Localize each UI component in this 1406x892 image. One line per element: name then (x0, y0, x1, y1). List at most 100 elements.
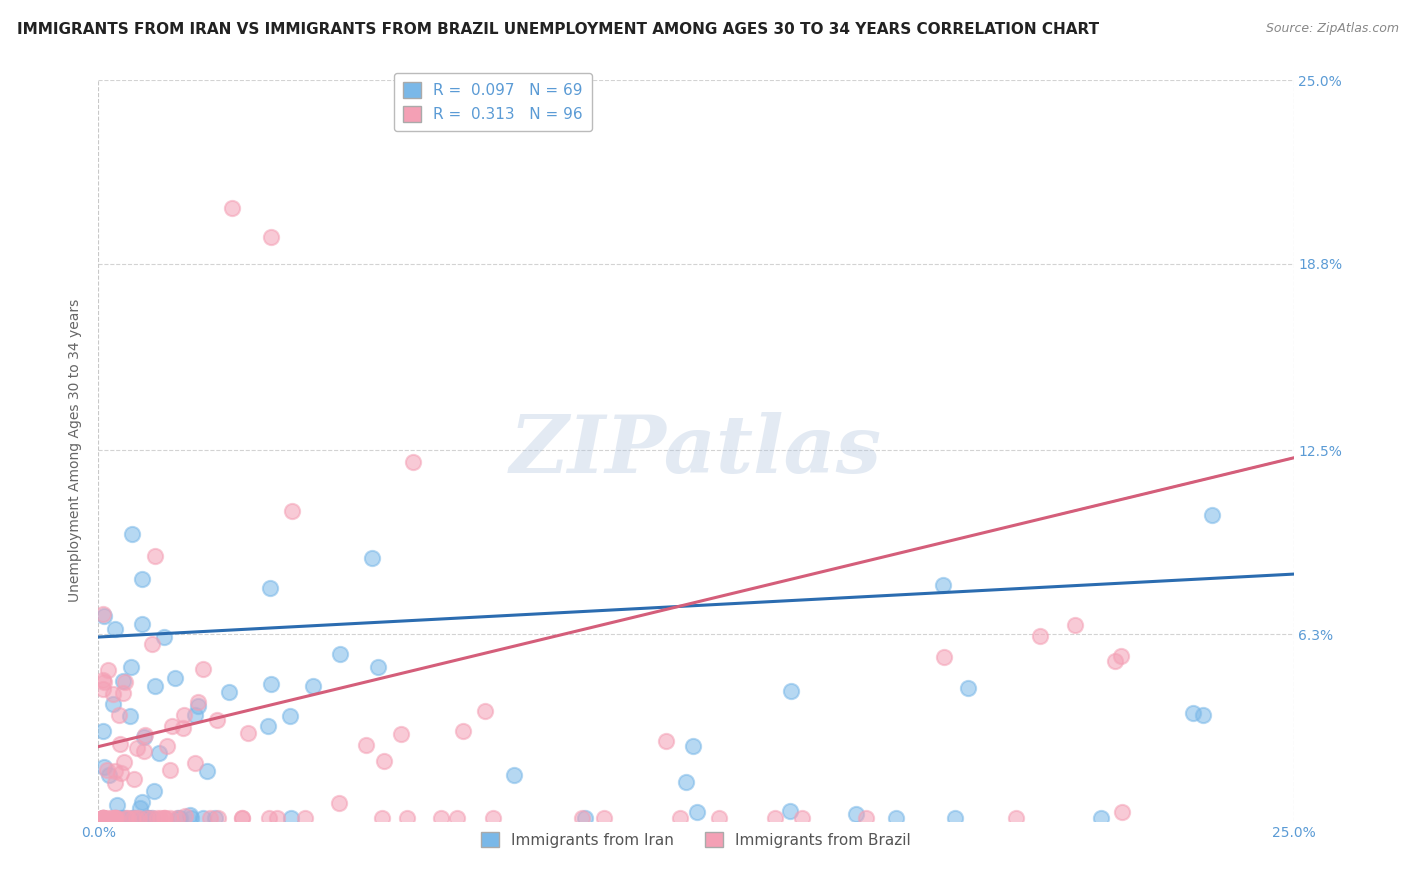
Point (100, 811, 122, 825)
Point (120, 659, 142, 673)
Point (931, 578, 953, 592)
Point (884, 811, 907, 825)
Point (141, 637, 163, 651)
Point (97, 768, 120, 782)
Point (1104, 654, 1126, 668)
Point (180, 811, 202, 825)
Point (111, 686, 134, 700)
Point (686, 805, 709, 819)
Point (198, 811, 221, 825)
Text: IMMIGRANTS FROM IRAN VS IMMIGRANTS FROM BRAZIL UNEMPLOYMENT AMONG AGES 30 TO 34 : IMMIGRANTS FROM IRAN VS IMMIGRANTS FROM … (17, 22, 1099, 37)
Point (104, 811, 127, 825)
Point (779, 805, 801, 819)
Point (257, 811, 280, 825)
Point (93, 609, 115, 624)
Point (112, 756, 135, 770)
Point (132, 730, 155, 744)
Point (207, 811, 229, 825)
Point (187, 695, 209, 709)
Point (110, 811, 132, 825)
Point (93, 759, 115, 773)
Legend: Immigrants from Iran, Immigrants from Brazil: Immigrants from Iran, Immigrants from Br… (475, 825, 917, 854)
Point (117, 811, 139, 825)
Point (675, 774, 697, 789)
Point (169, 811, 191, 825)
Point (152, 811, 174, 825)
Point (91, 811, 114, 825)
Point (103, 764, 125, 779)
Point (1109, 648, 1132, 663)
Point (91, 681, 114, 696)
Point (165, 671, 187, 685)
Point (1201, 508, 1223, 522)
Point (159, 764, 181, 778)
Point (780, 683, 803, 698)
Point (128, 800, 150, 814)
Point (134, 728, 156, 742)
Point (97, 663, 120, 677)
Point (149, 811, 172, 825)
Point (110, 811, 132, 825)
Point (111, 673, 134, 688)
Point (159, 811, 181, 825)
Point (91, 673, 114, 687)
Point (373, 754, 395, 768)
Point (236, 725, 259, 739)
Point (184, 707, 207, 722)
Point (105, 798, 128, 813)
Point (128, 811, 150, 825)
Point (1182, 706, 1205, 720)
Point (125, 811, 148, 825)
Point (114, 674, 136, 689)
Point (183, 756, 205, 770)
Point (402, 455, 425, 469)
Point (204, 811, 226, 825)
Point (131, 572, 153, 586)
Point (231, 811, 253, 825)
Point (107, 708, 129, 723)
Point (91, 811, 114, 825)
Point (131, 795, 153, 809)
Point (187, 698, 209, 713)
Point (763, 811, 786, 825)
Point (91, 811, 114, 825)
Point (93, 674, 115, 689)
Text: ZIPatlas: ZIPatlas (510, 412, 882, 489)
Point (218, 685, 240, 699)
Point (96, 811, 118, 825)
Point (430, 811, 453, 825)
Point (136, 811, 159, 825)
Point (592, 811, 614, 825)
Point (329, 648, 352, 662)
Point (153, 630, 176, 644)
Point (280, 709, 302, 723)
Point (855, 811, 877, 825)
Point (146, 811, 169, 825)
Point (104, 811, 127, 825)
Point (103, 811, 125, 825)
Point (1064, 618, 1087, 632)
Point (166, 811, 188, 825)
Point (482, 811, 505, 825)
Point (91, 724, 114, 739)
Point (104, 622, 127, 636)
Point (280, 811, 302, 825)
Point (101, 687, 124, 701)
Point (173, 708, 195, 723)
Point (231, 811, 253, 825)
Point (655, 734, 678, 748)
Point (1192, 707, 1215, 722)
Point (257, 718, 280, 732)
Point (259, 581, 281, 595)
Point (121, 526, 143, 541)
Point (668, 811, 690, 825)
Point (118, 709, 141, 723)
Point (105, 811, 128, 825)
Point (956, 681, 979, 696)
Point (166, 811, 188, 825)
Point (132, 743, 155, 757)
Point (571, 811, 593, 825)
Point (932, 650, 955, 665)
Point (354, 738, 377, 752)
Point (122, 772, 145, 786)
